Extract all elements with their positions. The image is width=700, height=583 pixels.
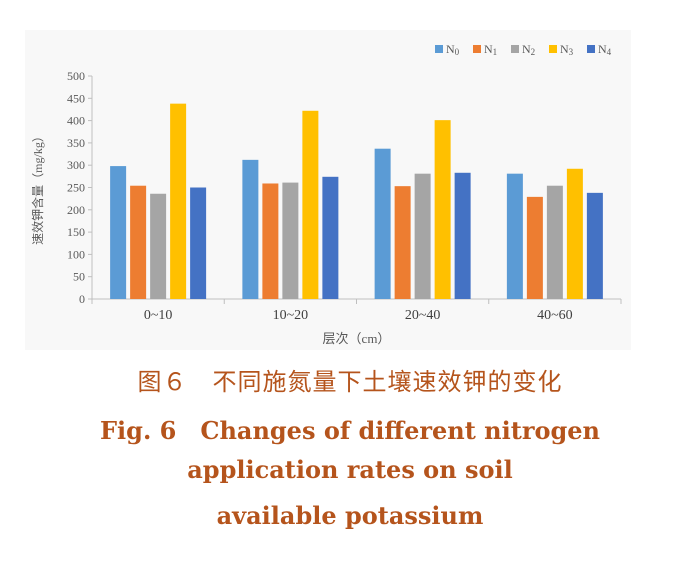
x-category-label: 40~60 xyxy=(537,308,573,323)
legend-label-n3: N3 xyxy=(560,42,574,57)
bar-n2-0-10 xyxy=(150,193,167,299)
bar-n0-20-40 xyxy=(374,148,391,299)
bar-n3-40-60 xyxy=(566,168,583,299)
figure-caption-chinese: 图６ 不同施氮量下土壤速效钾的变化 xyxy=(137,368,563,396)
legend-swatch-n0 xyxy=(435,45,443,53)
y-tick-label: 0 xyxy=(79,292,85,306)
bar-n2-10-20 xyxy=(282,182,299,299)
bar-n0-10-20 xyxy=(242,159,259,299)
bar-n3-10-20 xyxy=(302,110,319,300)
bar-n1-40-60 xyxy=(526,196,543,299)
y-axis-title: 速效钾含量（mg/kg） xyxy=(30,130,45,245)
y-tick-label: 100 xyxy=(67,247,85,261)
legend-label-n2: N2 xyxy=(522,42,535,57)
legend-swatch-n1 xyxy=(473,45,481,53)
y-tick-label: 250 xyxy=(67,181,85,195)
bar-chart: 0 50 100 150 200 250 300 350 400 450 500 0~10 10~20 2… xyxy=(30,42,622,346)
figure-caption-english-line-2: application rates on soil xyxy=(187,455,513,484)
bar-n3-20-40 xyxy=(434,120,451,300)
bar-n4-10-20 xyxy=(322,176,339,299)
bar-n1-20-40 xyxy=(394,186,411,299)
bar-n1-0-10 xyxy=(130,185,147,299)
y-tick-label: 200 xyxy=(67,203,85,217)
legend-label-n1: N1 xyxy=(484,42,497,57)
x-axis-title: 层次（cm） xyxy=(323,331,391,346)
y-tick-label: 300 xyxy=(67,158,85,172)
y-tick-label: 450 xyxy=(67,91,85,105)
bar-n0-0-10 xyxy=(110,166,127,299)
figure-caption-english-line-3: available potassium xyxy=(216,501,484,530)
bar-n3-0-10 xyxy=(170,103,187,299)
bar-n2-40-60 xyxy=(546,185,563,299)
bar-n2-20-40 xyxy=(414,173,431,299)
y-tick-label: 400 xyxy=(67,114,85,128)
legend-swatch-n3 xyxy=(549,45,557,53)
bar-n4-20-40 xyxy=(454,172,471,299)
legend-swatch-n4 xyxy=(587,45,595,53)
x-category-label: 10~20 xyxy=(273,308,309,323)
figure-caption-english-line-1: Fig. 6 Changes of different nitrogen xyxy=(100,416,600,445)
chart-panel: 0 50 100 150 200 250 300 350 400 450 500 0~10 10~20 2… xyxy=(25,30,631,350)
bar-n4-40-60 xyxy=(586,192,603,299)
legend-label-n4: N4 xyxy=(598,42,612,57)
legend-swatch-n2 xyxy=(511,45,519,53)
y-tick-label: 150 xyxy=(67,225,85,239)
bar-n0-40-60 xyxy=(506,173,523,299)
bar-n4-0-10 xyxy=(190,187,207,299)
y-tick-label: 50 xyxy=(73,270,85,284)
y-tick-label: 350 xyxy=(67,136,85,150)
bar-n1-10-20 xyxy=(262,183,279,299)
x-category-label: 0~10 xyxy=(144,308,173,323)
y-tick-label: 500 xyxy=(67,69,85,83)
legend-label-n0: N0 xyxy=(446,42,460,57)
x-category-label: 20~40 xyxy=(405,308,441,323)
